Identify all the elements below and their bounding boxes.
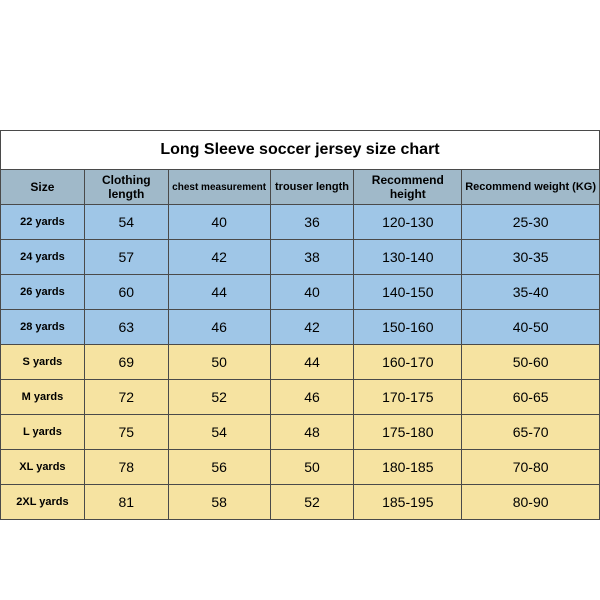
size-cell: XL yards: [1, 450, 85, 485]
table-row: L yards755448175-18065-70: [1, 415, 600, 450]
column-header: chest measurement: [168, 170, 270, 205]
value-cell: 150-160: [354, 310, 462, 345]
table-row: XL yards785650180-18570-80: [1, 450, 600, 485]
value-cell: 120-130: [354, 205, 462, 240]
value-cell: 30-35: [462, 240, 600, 275]
value-cell: 185-195: [354, 485, 462, 520]
size-cell: 28 yards: [1, 310, 85, 345]
size-cell: 22 yards: [1, 205, 85, 240]
value-cell: 36: [270, 205, 354, 240]
column-header: Recommend height: [354, 170, 462, 205]
value-cell: 56: [168, 450, 270, 485]
value-cell: 60: [84, 275, 168, 310]
value-cell: 72: [84, 380, 168, 415]
value-cell: 81: [84, 485, 168, 520]
table-row: S yards695044160-17050-60: [1, 345, 600, 380]
value-cell: 40: [168, 205, 270, 240]
value-cell: 42: [270, 310, 354, 345]
table-row: M yards725246170-17560-65: [1, 380, 600, 415]
value-cell: 54: [168, 415, 270, 450]
column-header: Size: [1, 170, 85, 205]
value-cell: 57: [84, 240, 168, 275]
size-cell: 26 yards: [1, 275, 85, 310]
table-row: 22 yards544036120-13025-30: [1, 205, 600, 240]
column-header: Clothing length: [84, 170, 168, 205]
value-cell: 78: [84, 450, 168, 485]
value-cell: 75: [84, 415, 168, 450]
value-cell: 52: [168, 380, 270, 415]
value-cell: 140-150: [354, 275, 462, 310]
value-cell: 42: [168, 240, 270, 275]
value-cell: 170-175: [354, 380, 462, 415]
value-cell: 25-30: [462, 205, 600, 240]
value-cell: 50-60: [462, 345, 600, 380]
value-cell: 58: [168, 485, 270, 520]
chart-title: Long Sleeve soccer jersey size chart: [1, 131, 600, 170]
value-cell: 40: [270, 275, 354, 310]
value-cell: 38: [270, 240, 354, 275]
value-cell: 50: [168, 345, 270, 380]
value-cell: 35-40: [462, 275, 600, 310]
size-cell: M yards: [1, 380, 85, 415]
value-cell: 40-50: [462, 310, 600, 345]
size-chart-container: Long Sleeve soccer jersey size chartSize…: [0, 0, 600, 520]
value-cell: 69: [84, 345, 168, 380]
size-cell: 2XL yards: [1, 485, 85, 520]
value-cell: 80-90: [462, 485, 600, 520]
value-cell: 44: [168, 275, 270, 310]
value-cell: 54: [84, 205, 168, 240]
table-row: 24 yards574238130-14030-35: [1, 240, 600, 275]
value-cell: 160-170: [354, 345, 462, 380]
value-cell: 46: [168, 310, 270, 345]
value-cell: 65-70: [462, 415, 600, 450]
value-cell: 63: [84, 310, 168, 345]
value-cell: 60-65: [462, 380, 600, 415]
size-cell: L yards: [1, 415, 85, 450]
value-cell: 44: [270, 345, 354, 380]
value-cell: 52: [270, 485, 354, 520]
value-cell: 48: [270, 415, 354, 450]
size-chart-table: Long Sleeve soccer jersey size chartSize…: [0, 130, 600, 520]
value-cell: 50: [270, 450, 354, 485]
table-row: 2XL yards815852185-19580-90: [1, 485, 600, 520]
size-cell: S yards: [1, 345, 85, 380]
column-header: Recommend weight (KG): [462, 170, 600, 205]
value-cell: 70-80: [462, 450, 600, 485]
column-header: trouser length: [270, 170, 354, 205]
value-cell: 46: [270, 380, 354, 415]
value-cell: 175-180: [354, 415, 462, 450]
value-cell: 130-140: [354, 240, 462, 275]
table-row: 28 yards634642150-16040-50: [1, 310, 600, 345]
value-cell: 180-185: [354, 450, 462, 485]
size-cell: 24 yards: [1, 240, 85, 275]
table-row: 26 yards604440140-15035-40: [1, 275, 600, 310]
